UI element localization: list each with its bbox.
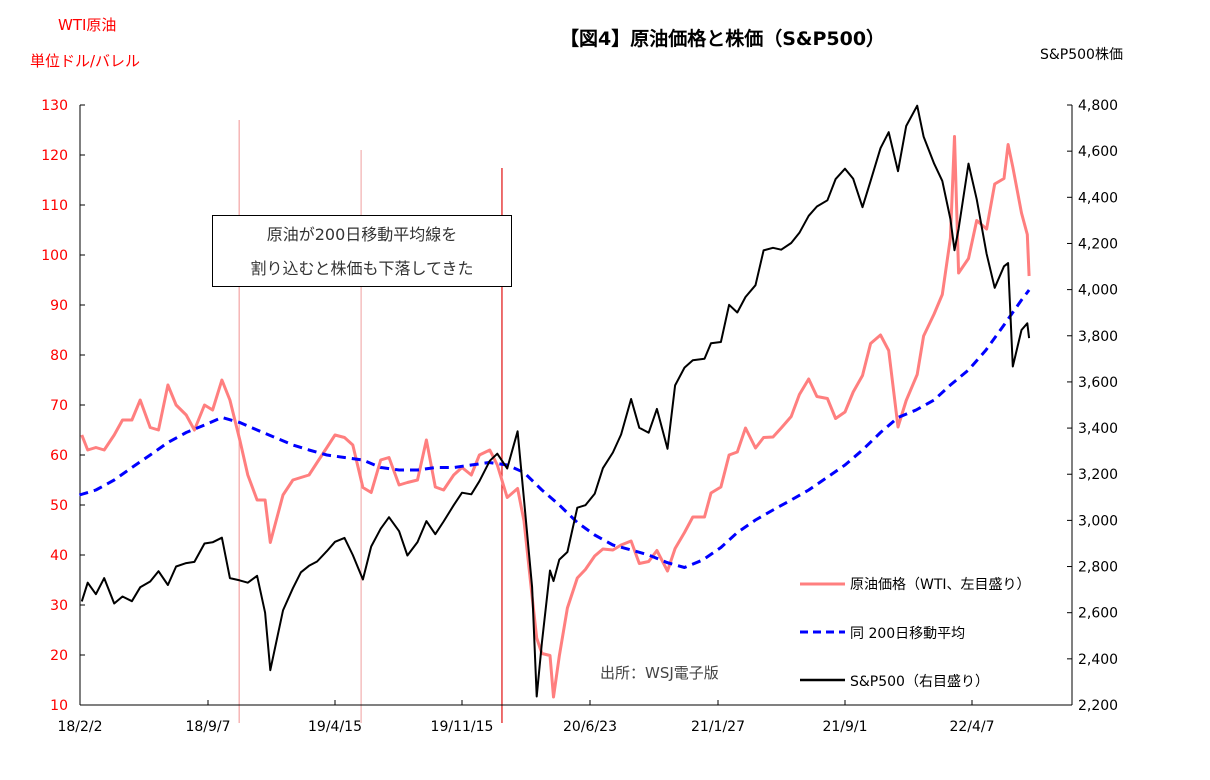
x-tick-label: 18/9/7 [185,719,230,735]
x-tick-label: 19/11/15 [431,719,494,735]
right-tick-label: 2,800 [1078,560,1118,576]
x-tick-label: 22/4/7 [949,719,994,735]
left-tick-label: 90 [50,298,68,314]
x-tick-label: 20/6/23 [563,719,617,735]
legend-label-sp500: S&P500（右目盛り） [850,674,989,690]
source-note: 出所：WSJ電子版 [600,664,719,682]
right-axis-label: S&P500株価 [1040,47,1123,63]
left-tick-label: 80 [50,348,68,364]
left-axis-label-line2: 単位ドル/バレル [30,52,141,70]
legend-label-oil: 原油価格（WTI、左目盛り） [850,577,1031,593]
left-tick-label: 30 [50,598,68,614]
right-tick-label: 3,600 [1078,375,1118,391]
x-tick-label: 18/2/2 [57,719,102,735]
annotation-box: 原油が200日移動平均線を 割り込むと株価も下落してきた [212,215,512,287]
legend-label-ma: 同 200日移動平均 [850,626,966,642]
right-tick-label: 2,200 [1078,698,1118,714]
right-tick-label: 4,000 [1078,283,1118,299]
left-tick-label: 110 [41,198,68,214]
annotation-line-2: 割り込むと株価も下落してきた [250,259,474,278]
oil-200day-ma-line [78,289,1031,569]
right-tick-label: 3,200 [1078,467,1118,483]
right-tick-label: 4,400 [1078,190,1118,206]
sp500-line [80,104,1031,698]
right-tick-label: 2,600 [1078,606,1118,622]
x-tick-label: 21/1/27 [691,719,745,735]
left-tick-label: 50 [50,498,68,514]
right-tick-label: 4,600 [1078,144,1118,160]
x-tick-label: 21/9/1 [822,719,867,735]
left-axis-label-line1: WTI原油 [58,16,117,34]
right-tick-label: 3,800 [1078,329,1118,345]
right-tick-label: 4,200 [1078,236,1118,252]
right-tick-label: 3,400 [1078,421,1118,437]
annotation-line-1: 原油が200日移動平均線を [266,225,458,244]
left-tick-label: 40 [50,548,68,564]
left-tick-label: 20 [50,648,68,664]
right-tick-label: 4,800 [1078,98,1118,114]
left-tick-label: 10 [50,698,68,714]
left-tick-label: 120 [41,148,68,164]
oil-price-line [80,135,1031,699]
left-tick-label: 60 [50,448,68,464]
chart-title: 【図4】原油価格と株価（S&P500） [560,28,886,50]
left-tick-label: 100 [41,248,68,264]
x-tick-label: 19/4/15 [308,719,362,735]
left-tick-label: 130 [41,98,68,114]
right-tick-label: 2,400 [1078,652,1118,668]
right-tick-label: 3,000 [1078,513,1118,529]
left-tick-label: 70 [50,398,68,414]
